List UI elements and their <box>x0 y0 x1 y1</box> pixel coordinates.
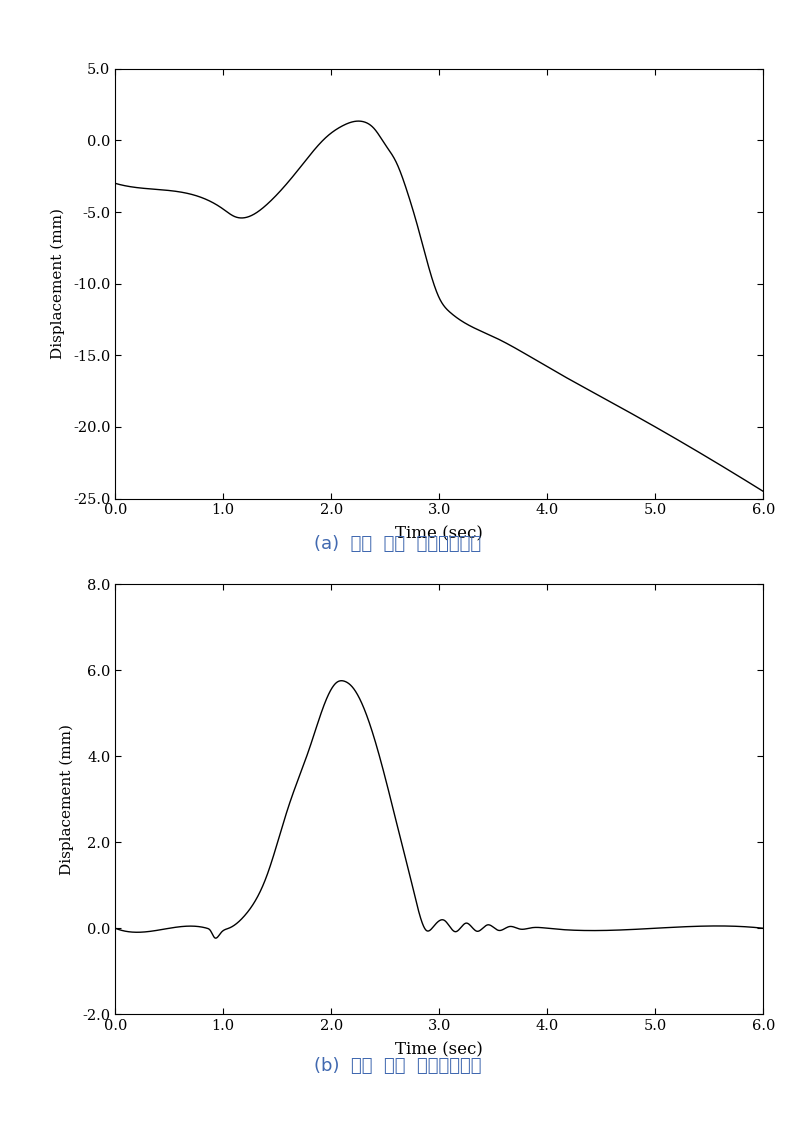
Text: (a)  추정  변위  시간이력곡선: (a) 추정 변위 시간이력곡선 <box>314 535 481 554</box>
X-axis label: Time (sec): Time (sec) <box>395 1042 483 1059</box>
X-axis label: Time (sec): Time (sec) <box>395 526 483 543</box>
Y-axis label: Displacement (mm): Displacement (mm) <box>60 724 74 874</box>
Text: (b)  실측  변위  시간이력곡선: (b) 실측 변위 시간이력곡선 <box>314 1057 481 1075</box>
Y-axis label: Displacement (mm): Displacement (mm) <box>50 209 64 359</box>
